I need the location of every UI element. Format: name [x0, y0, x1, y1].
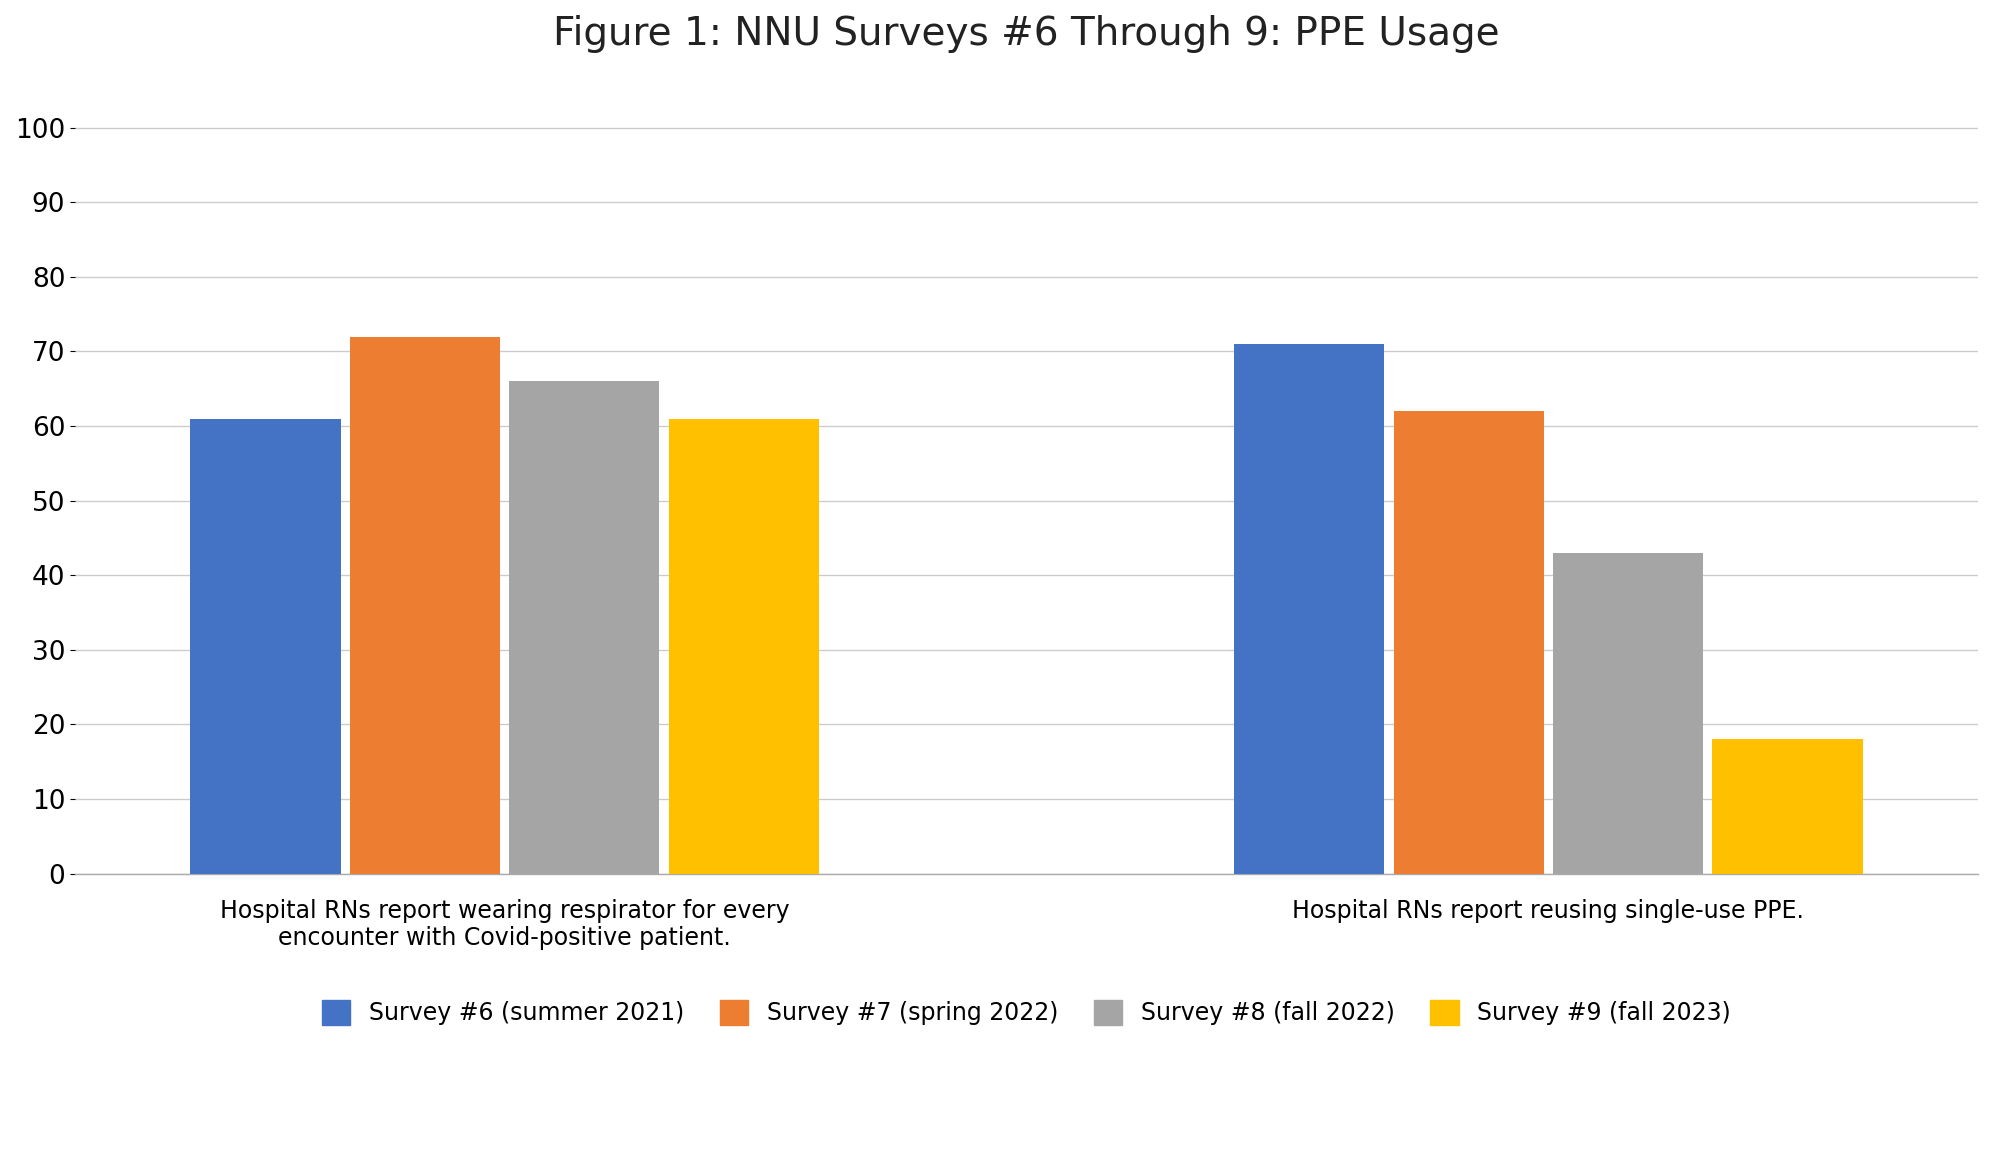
Bar [1393, 411, 1545, 874]
Bar [508, 381, 660, 874]
Bar [1553, 552, 1704, 874]
Bar [351, 336, 500, 874]
Bar [1712, 739, 1863, 874]
Bar [191, 418, 341, 874]
Title: Figure 1: NNU Surveys #6 Through 9: PPE Usage: Figure 1: NNU Surveys #6 Through 9: PPE … [554, 15, 1501, 53]
Legend: Survey #6 (summer 2021), Survey #7 (spring 2022), Survey #8 (fall 2022), Survey : Survey #6 (summer 2021), Survey #7 (spri… [311, 988, 1744, 1037]
Bar [668, 418, 819, 874]
Bar [1234, 345, 1385, 874]
